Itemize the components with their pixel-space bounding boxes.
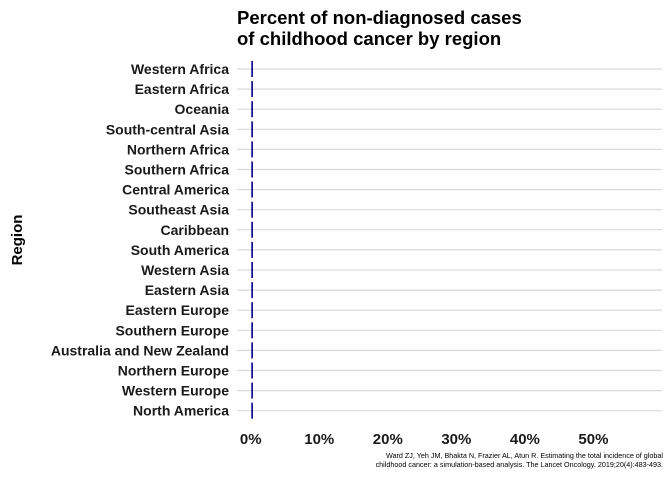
x-tick-label: 40% xyxy=(510,431,540,448)
y-tick-label: Australia and New Zealand xyxy=(51,342,229,358)
y-tick-label: Southeast Asia xyxy=(128,202,229,218)
chart-title: Percent of non-diagnosed cases of childh… xyxy=(237,7,637,49)
y-tick-label: Oceania xyxy=(175,101,230,117)
y-tick-label: Eastern Europe xyxy=(126,302,230,318)
bar xyxy=(251,262,253,278)
y-tick-label: Western Europe xyxy=(122,383,229,399)
x-tick-label: 20% xyxy=(373,431,403,448)
bar xyxy=(251,101,253,118)
bar xyxy=(251,141,253,158)
bar xyxy=(251,342,253,359)
x-tick-label: 10% xyxy=(304,431,334,448)
bar xyxy=(251,121,253,138)
bar xyxy=(251,382,253,399)
x-tick-label: 30% xyxy=(441,431,471,448)
bar xyxy=(251,282,253,299)
y-axis-title: Region xyxy=(9,215,26,266)
bar xyxy=(251,161,253,178)
source-caption: Ward ZJ, Yeh JM, Bhakta N, Frazier AL, A… xyxy=(263,451,663,469)
y-tick-label: Eastern Asia xyxy=(145,282,230,298)
bar xyxy=(251,302,253,319)
y-tick-label: Western Asia xyxy=(141,262,229,278)
bar xyxy=(251,362,253,379)
y-tick-label: South-central Asia xyxy=(106,121,229,137)
bar xyxy=(251,61,253,77)
y-tick-label: Northern Africa xyxy=(127,141,229,157)
x-tick-label: 50% xyxy=(578,431,608,448)
bars xyxy=(251,61,253,419)
bar xyxy=(251,221,253,238)
y-tick-label: Western Africa xyxy=(131,61,229,77)
bar xyxy=(251,181,253,198)
y-tick-label: Northern Europe xyxy=(118,363,229,379)
y-tick-label: Southern Europe xyxy=(115,322,229,338)
bar xyxy=(251,201,253,218)
bar xyxy=(251,322,253,339)
y-tick-label: Central America xyxy=(122,182,229,198)
gridlines xyxy=(237,68,662,412)
chart-title-line-2: of childhood cancer by region xyxy=(237,28,502,49)
y-tick-label: Southern Africa xyxy=(125,162,230,178)
y-tick-label: Eastern Africa xyxy=(135,81,230,97)
bar xyxy=(251,241,253,258)
y-tick-label: South America xyxy=(131,242,229,258)
bar xyxy=(251,402,253,419)
y-tick-label: Caribbean xyxy=(161,222,229,238)
x-tick-labels: 0% 10% 20% 30% 40% 50% xyxy=(240,431,609,448)
y-tick-label: North America xyxy=(133,403,229,419)
bar xyxy=(251,81,253,98)
source-caption-line-2: childhood cancer: a simulation-based ana… xyxy=(375,460,663,469)
chart-title-line-1: Percent of non-diagnosed cases xyxy=(237,7,522,28)
y-tick-labels: Western Africa Eastern Africa Oceania South… xyxy=(51,61,229,419)
source-caption-line-1: Ward ZJ, Yeh JM, Bhakta N, Frazier AL, A… xyxy=(386,451,663,460)
x-tick-label: 0% xyxy=(240,431,262,448)
